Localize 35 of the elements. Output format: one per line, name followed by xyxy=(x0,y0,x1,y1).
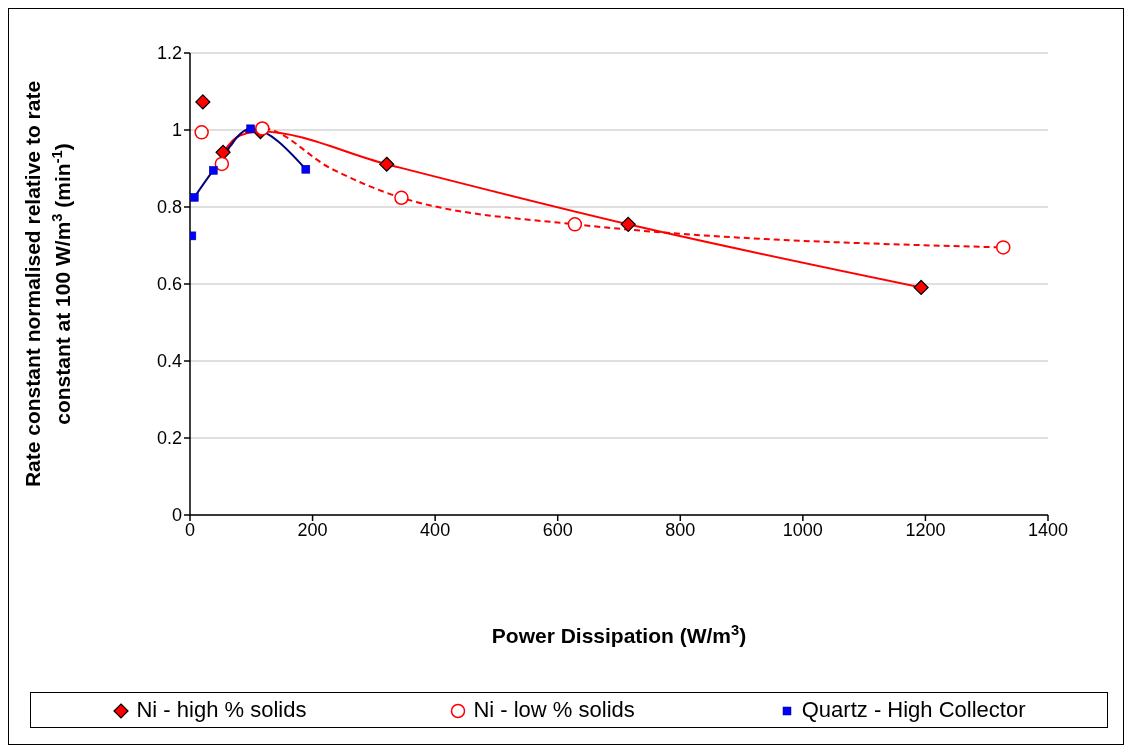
x-tick-label: 1200 xyxy=(905,519,946,540)
y-tick-label: 1.2 xyxy=(156,43,182,64)
y-tick-label: 1 xyxy=(171,120,182,141)
point xyxy=(620,216,636,232)
point xyxy=(195,94,211,110)
point xyxy=(567,217,583,232)
point xyxy=(214,156,230,172)
point xyxy=(194,125,209,140)
y-tick-label: 0.8 xyxy=(156,197,182,218)
x-tick-label: 1000 xyxy=(782,519,823,540)
x-tick-label: 800 xyxy=(665,519,696,540)
legend-label: Ni - high % solids xyxy=(136,697,307,722)
legend-label: Ni - low % solids xyxy=(473,697,635,722)
point xyxy=(996,240,1011,255)
point xyxy=(215,144,231,160)
y-tick-label: 0.2 xyxy=(156,428,182,449)
x-tick-label: 600 xyxy=(542,519,573,540)
y-tick-label: 0.4 xyxy=(156,351,182,372)
point xyxy=(209,166,218,175)
point xyxy=(913,279,929,296)
point xyxy=(301,165,311,174)
x-tick-label: 1400 xyxy=(1027,519,1069,540)
point xyxy=(190,231,197,241)
point xyxy=(246,124,255,134)
y-tick-label: 0.6 xyxy=(156,274,182,295)
y-tick-label: 0 xyxy=(171,505,182,526)
point xyxy=(379,156,395,172)
x-axis-title: Power Dissipation (W/m$^{3}$) xyxy=(491,622,747,647)
x-tick-label: 200 xyxy=(297,519,328,540)
point xyxy=(190,193,199,202)
point xyxy=(394,190,409,206)
legend-label: Quartz - High Collector xyxy=(801,697,1026,722)
point xyxy=(255,121,270,136)
x-tick-label: 0 xyxy=(184,519,196,540)
x-tick-label: 400 xyxy=(420,519,451,540)
